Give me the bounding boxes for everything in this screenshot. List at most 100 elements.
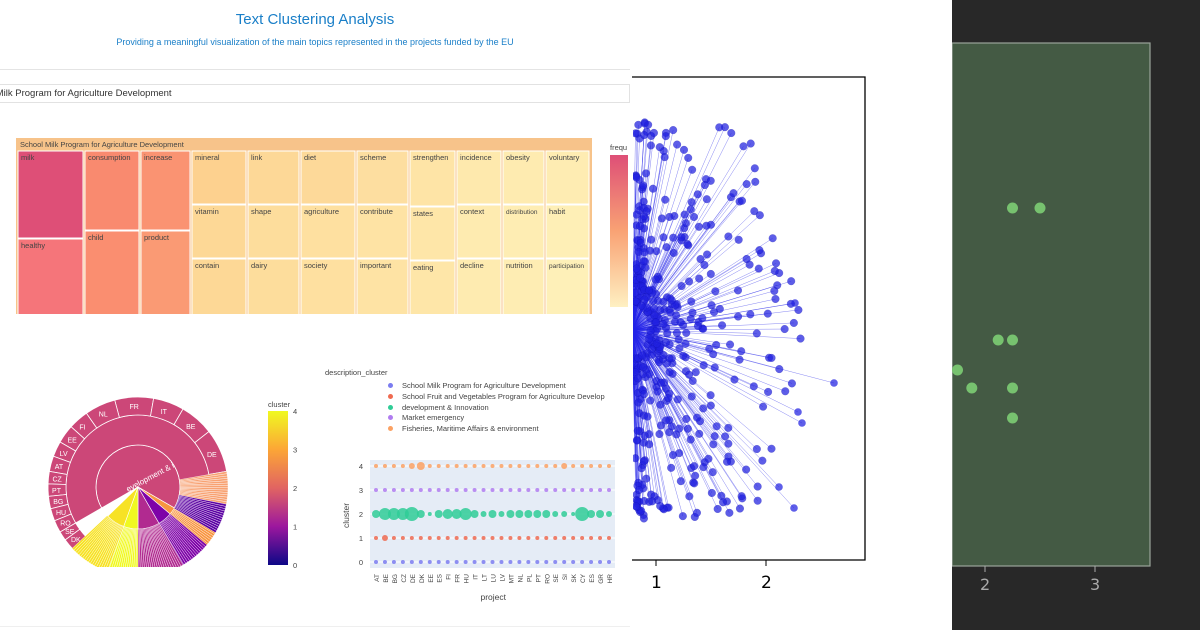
network-node bbox=[790, 504, 798, 512]
network-node bbox=[640, 248, 649, 257]
network-node bbox=[651, 318, 660, 327]
treemap-tile-label: context bbox=[460, 207, 485, 216]
sunburst-country-label: RO bbox=[60, 521, 71, 528]
network-axes-frame bbox=[632, 76, 866, 561]
treemap-tile bbox=[84, 150, 140, 231]
bubble-point bbox=[472, 464, 477, 468]
network-node bbox=[632, 436, 641, 445]
network-node bbox=[642, 207, 651, 216]
treemap-tile bbox=[502, 204, 545, 259]
legend-item[interactable]: Fisheries, Maritime Affairs & environmen… bbox=[388, 424, 539, 434]
treemap-tile bbox=[17, 238, 84, 314]
bubble-point bbox=[409, 560, 414, 564]
bubble-x-tick: DK bbox=[419, 573, 426, 583]
network-node bbox=[751, 177, 760, 186]
network-node bbox=[770, 266, 779, 275]
cluster-dropdown[interactable]: l Milk Program for Agriculture Developme… bbox=[0, 84, 630, 103]
network-node bbox=[710, 432, 719, 441]
bubble-point bbox=[598, 488, 603, 492]
network-node bbox=[692, 508, 701, 517]
bubble-point bbox=[434, 510, 443, 518]
sunburst-chart[interactable]: evelopment & innovatioFRITBEDEESNLFIEELV… bbox=[44, 395, 232, 567]
bubble-point bbox=[374, 536, 378, 540]
network-node bbox=[698, 314, 707, 323]
network-node bbox=[781, 387, 790, 396]
treemap-tile bbox=[409, 206, 456, 261]
bubble-point bbox=[575, 507, 590, 521]
network-node bbox=[725, 508, 734, 517]
network-edge bbox=[632, 329, 715, 368]
network-node bbox=[705, 344, 714, 353]
network-node bbox=[755, 246, 764, 255]
legend-item[interactable]: School Milk Program for Agriculture Deve… bbox=[388, 381, 566, 391]
network-node bbox=[682, 328, 691, 337]
bubble-point bbox=[607, 464, 611, 468]
bubble-x-tick: LU bbox=[491, 574, 498, 583]
treemap-tile-label: child bbox=[88, 233, 103, 242]
network-node bbox=[638, 351, 647, 360]
network-node bbox=[789, 318, 798, 327]
legend-item[interactable]: Market emergency bbox=[388, 413, 464, 423]
dark-scatter-point bbox=[952, 364, 963, 376]
bubble-point bbox=[382, 488, 387, 492]
colorbar-tick-label: 0 bbox=[293, 561, 297, 570]
network-node bbox=[632, 297, 640, 306]
network-node bbox=[770, 286, 779, 295]
network-node bbox=[675, 344, 684, 353]
network-node bbox=[755, 211, 764, 220]
network-node bbox=[710, 363, 719, 372]
treemap-chart[interactable]: School Milk Program for Agriculture Deve… bbox=[16, 138, 592, 314]
legend-item[interactable]: development & Innovation bbox=[388, 403, 489, 413]
bubble-point bbox=[418, 536, 423, 540]
network-node bbox=[669, 126, 678, 135]
bubble-point bbox=[436, 488, 441, 492]
network-node bbox=[667, 422, 676, 431]
bubble-point bbox=[508, 560, 513, 564]
treemap-tile-label: obesity bbox=[506, 153, 530, 162]
network-node bbox=[684, 153, 693, 162]
treemap-tile-label: vitamin bbox=[195, 207, 219, 216]
network-node bbox=[640, 431, 649, 440]
legend-item[interactable]: School Fruit and Vegetables Program for … bbox=[388, 391, 605, 402]
network-node bbox=[691, 471, 700, 480]
network-node bbox=[713, 504, 722, 513]
network-node bbox=[650, 304, 659, 313]
bubble-point bbox=[571, 560, 576, 564]
network-node bbox=[780, 325, 789, 334]
network-node bbox=[750, 164, 759, 173]
bubble-point bbox=[454, 560, 459, 564]
bubble-point bbox=[404, 507, 419, 521]
network-node bbox=[794, 305, 803, 314]
network-node bbox=[688, 165, 697, 174]
treemap-tile-label: link bbox=[251, 153, 263, 162]
sunburst-country-wedge bbox=[47, 470, 68, 485]
network-node bbox=[679, 145, 688, 154]
bubble-point bbox=[580, 536, 585, 540]
bubble-point bbox=[488, 510, 497, 518]
network-node bbox=[796, 334, 805, 343]
bubble-point bbox=[561, 511, 568, 517]
treemap-tile bbox=[300, 204, 356, 259]
network-node bbox=[715, 123, 724, 132]
bubble-point bbox=[490, 536, 495, 540]
bubble-point bbox=[571, 488, 576, 492]
network-node bbox=[700, 181, 709, 190]
treemap-tile bbox=[456, 204, 502, 259]
treemap-tile bbox=[456, 150, 502, 205]
treemap-tile-label: diet bbox=[304, 153, 317, 162]
network-node bbox=[791, 299, 799, 307]
legend-label: School Fruit and Vegetables Program for … bbox=[402, 391, 605, 401]
bubble-x-tick: FR bbox=[455, 574, 462, 583]
network-node bbox=[639, 457, 648, 466]
sunburst-country-wedge bbox=[48, 455, 71, 475]
bubble-point bbox=[391, 488, 396, 492]
network-node bbox=[649, 297, 658, 306]
network-node bbox=[768, 234, 777, 243]
network-node bbox=[706, 401, 715, 410]
network-node bbox=[771, 294, 780, 303]
legend-marker bbox=[388, 383, 393, 388]
network-node bbox=[702, 195, 711, 204]
